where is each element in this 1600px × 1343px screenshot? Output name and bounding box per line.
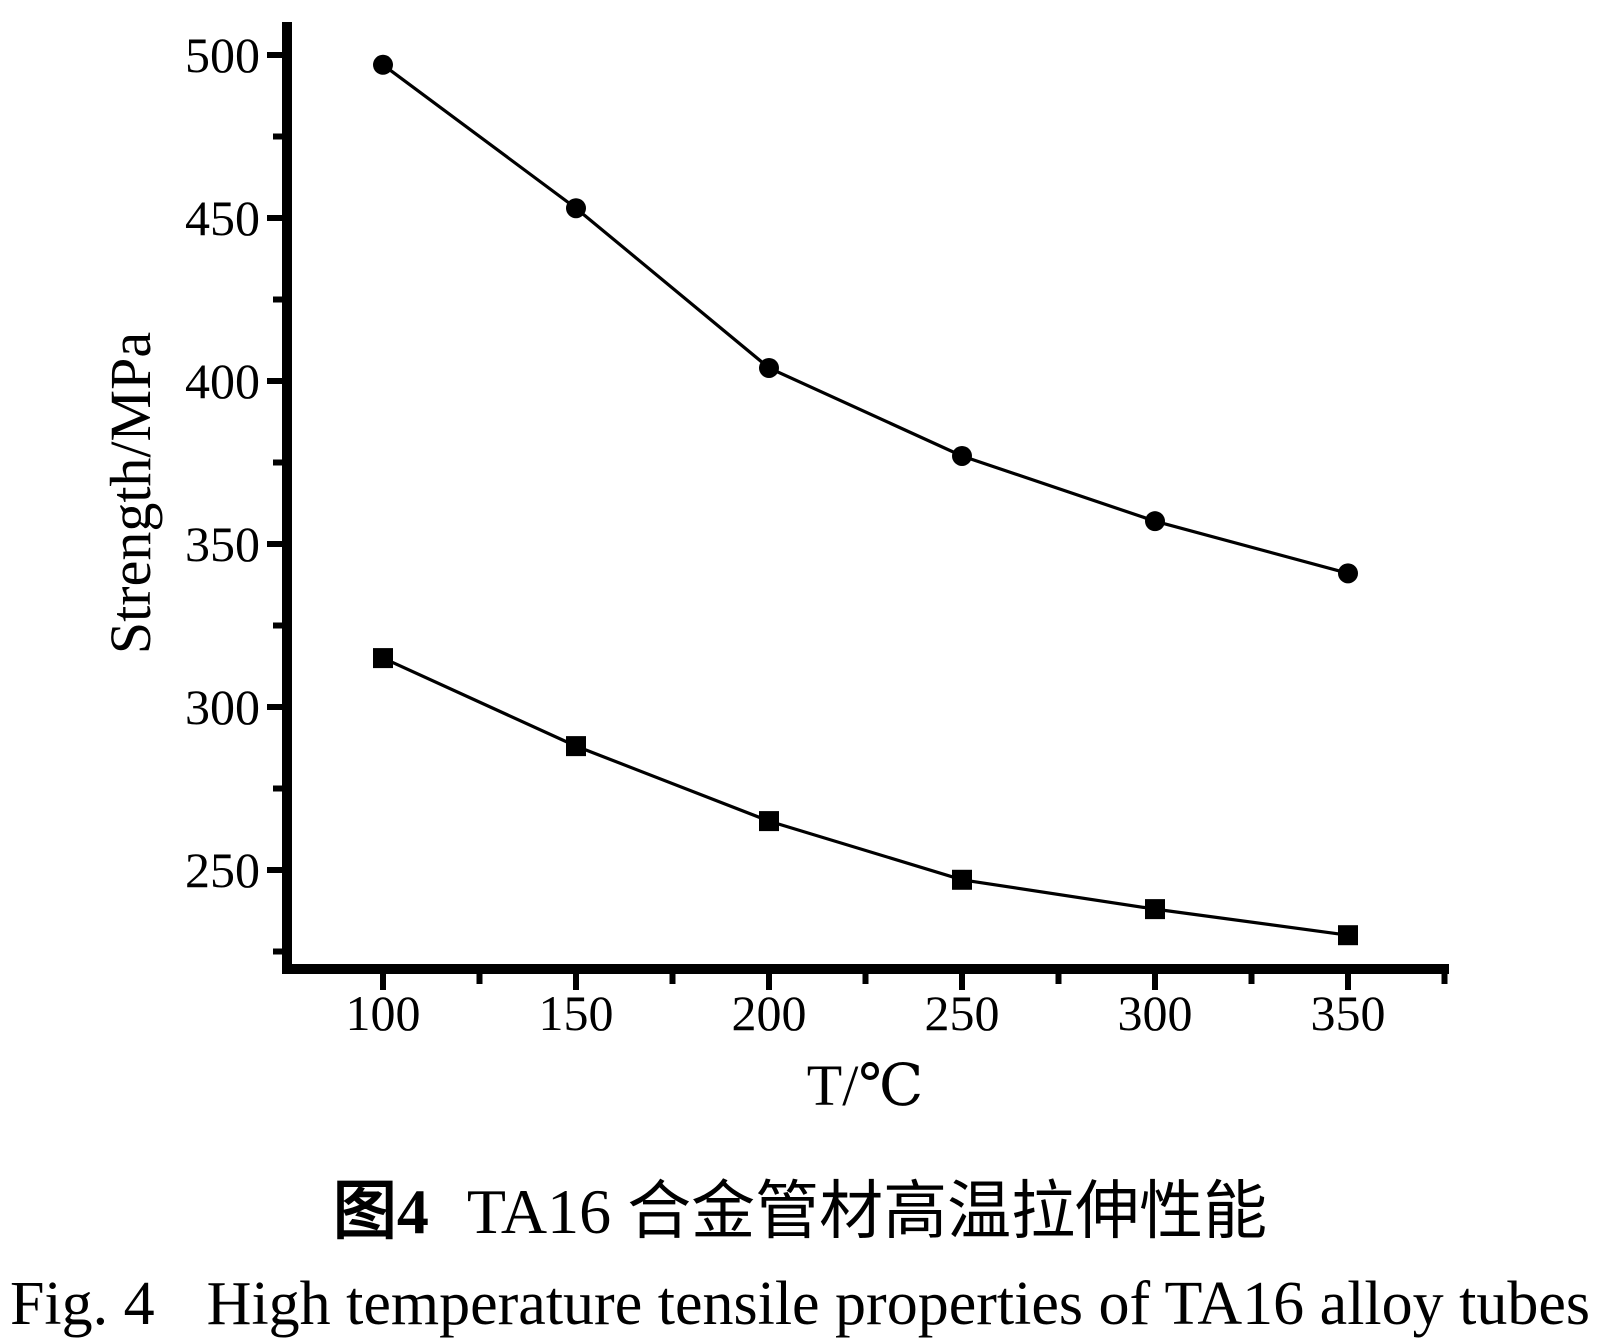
data-point-circle-upper-curve-tensile-strength <box>1338 563 1358 584</box>
data-point-square-lower-curve-yield-strength <box>759 811 779 832</box>
data-point-square-lower-curve-yield-strength <box>1338 925 1358 946</box>
series-line-lower-curve-yield-strength <box>382 656 1349 937</box>
y-axis-title: Strength/MPa <box>98 332 163 654</box>
figure-title-zh: TA16 合金管材高温拉伸性能 <box>466 1176 1268 1247</box>
y-tick-label: 300 <box>185 679 260 735</box>
x-tick-label: 350 <box>1311 985 1386 1041</box>
x-tick-label: 200 <box>732 985 807 1041</box>
figure-number-en: Fig. 4 <box>9 1270 155 1338</box>
y-tick-label: 350 <box>185 516 260 572</box>
data-point-circle-upper-curve-tensile-strength <box>373 54 393 75</box>
data-point-square-lower-curve-yield-strength <box>566 736 586 757</box>
y-tick-label: 250 <box>185 842 260 898</box>
x-axis-title: T/℃ <box>807 1053 923 1118</box>
data-point-square-lower-curve-yield-strength <box>1145 899 1165 920</box>
x-tick-label: 150 <box>539 985 614 1041</box>
data-point-square-lower-curve-yield-strength <box>952 869 972 890</box>
strength-temperature-chart: 100 150 200 250 300 350 250 300 350 400 450 500 T/℃ S… <box>98 22 1449 1118</box>
y-tick-label: 450 <box>185 190 260 246</box>
figure-title-en: High temperature tensile properties of T… <box>206 1270 1591 1338</box>
data-point-circle-upper-curve-tensile-strength <box>1145 511 1165 532</box>
x-tick-label: 300 <box>1118 985 1193 1041</box>
y-tick-label: 500 <box>185 27 260 83</box>
x-tick-label: 250 <box>925 985 1000 1041</box>
y-tick-label: 400 <box>185 353 260 409</box>
series-line-upper-curve-tensile-strength <box>382 63 1349 575</box>
figure-caption-chinese: 图4 TA16 合金管材高温拉伸性能 <box>0 1178 1600 1245</box>
data-point-circle-upper-curve-tensile-strength <box>952 445 972 466</box>
data-point-circle-upper-curve-tensile-strength <box>759 357 779 378</box>
figure-caption-english: Fig. 4 High temperature tensile propertie… <box>0 1270 1600 1338</box>
figure-number-zh: 图4 <box>332 1176 429 1247</box>
x-tick-label: 100 <box>346 985 421 1041</box>
data-point-square-lower-curve-yield-strength <box>373 648 393 669</box>
data-point-circle-upper-curve-tensile-strength <box>566 198 586 219</box>
